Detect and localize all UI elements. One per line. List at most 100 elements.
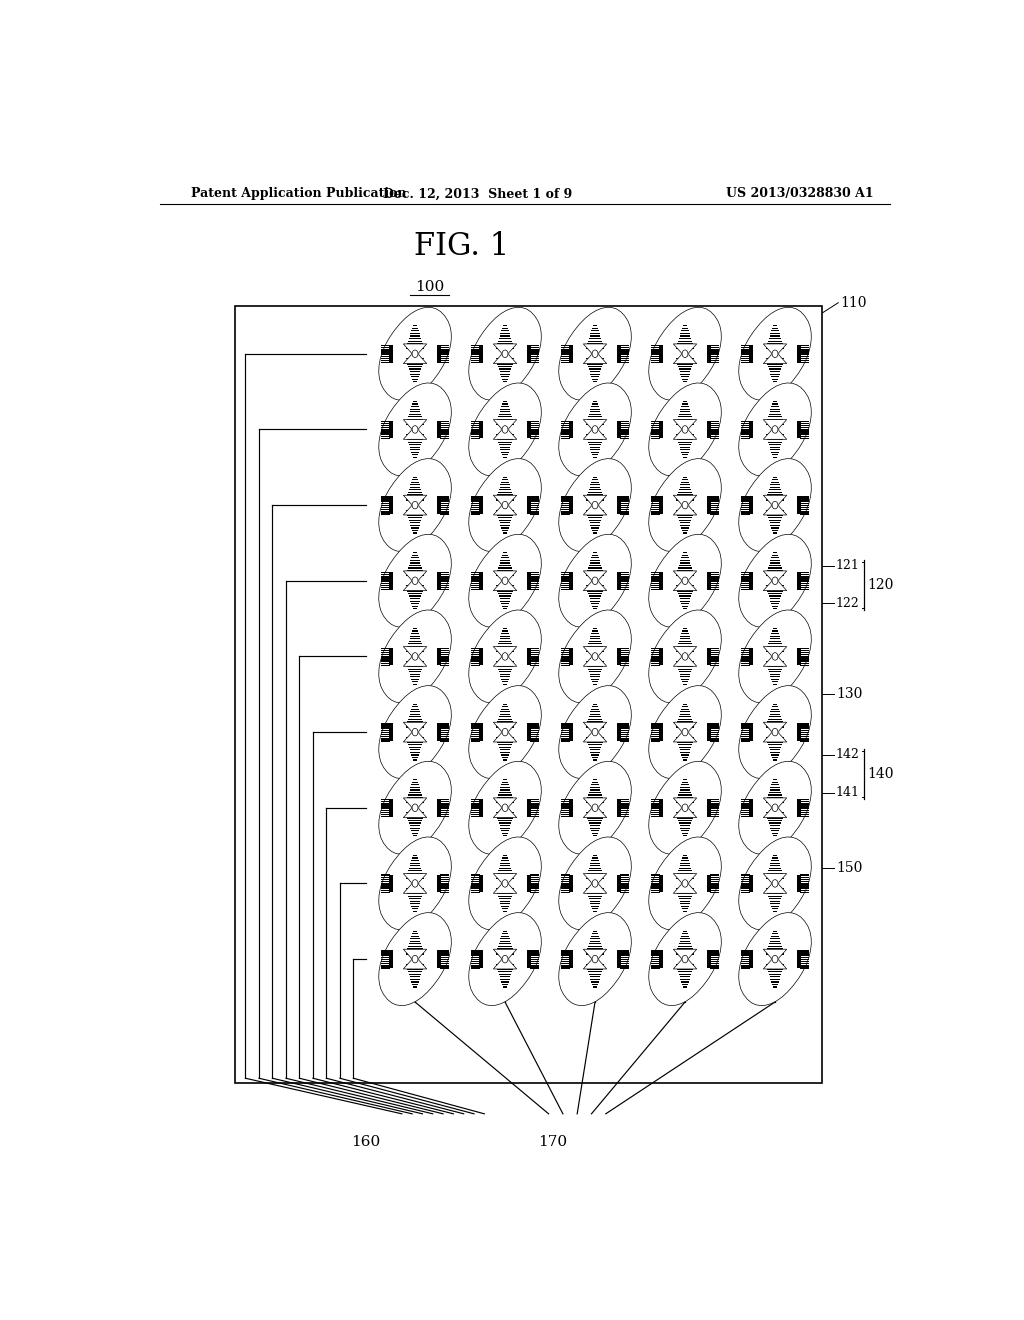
Bar xyxy=(530,883,540,884)
Bar xyxy=(800,425,809,426)
Bar xyxy=(707,648,711,665)
Bar xyxy=(561,500,570,502)
Bar xyxy=(440,362,450,363)
Bar xyxy=(381,438,390,440)
Bar xyxy=(621,649,630,651)
Bar xyxy=(561,874,570,876)
Polygon shape xyxy=(494,572,517,590)
Bar xyxy=(740,350,750,351)
Bar xyxy=(797,950,801,968)
Bar xyxy=(711,952,720,954)
Bar xyxy=(471,880,480,882)
Bar xyxy=(471,723,480,725)
Bar xyxy=(526,799,531,817)
Bar xyxy=(381,805,390,807)
Bar xyxy=(471,741,480,742)
Bar xyxy=(561,653,570,655)
Bar xyxy=(381,886,390,887)
Bar xyxy=(479,496,483,513)
Bar xyxy=(711,738,720,739)
Text: 142: 142 xyxy=(836,748,860,762)
Bar xyxy=(471,589,480,590)
Bar xyxy=(561,504,570,506)
Circle shape xyxy=(592,577,598,585)
Bar xyxy=(530,738,540,739)
Polygon shape xyxy=(559,762,632,854)
Bar xyxy=(740,954,750,956)
Circle shape xyxy=(772,804,778,812)
Bar xyxy=(650,968,659,969)
Bar xyxy=(621,879,630,880)
Bar xyxy=(711,968,720,969)
Bar xyxy=(650,880,659,882)
Bar xyxy=(530,958,540,960)
Bar xyxy=(440,801,450,803)
Bar xyxy=(650,433,659,434)
Bar xyxy=(711,510,720,511)
Bar xyxy=(800,737,809,738)
Bar xyxy=(621,965,630,966)
Bar xyxy=(800,968,809,969)
Bar xyxy=(800,952,809,954)
Bar xyxy=(740,652,750,653)
Bar xyxy=(650,438,659,440)
Bar xyxy=(650,574,659,576)
Bar xyxy=(440,737,450,738)
Bar xyxy=(381,880,390,882)
Bar xyxy=(707,345,711,363)
Bar xyxy=(800,734,809,735)
Bar xyxy=(381,879,390,880)
Bar xyxy=(440,507,450,508)
Bar xyxy=(440,581,450,582)
Bar xyxy=(561,957,570,958)
Circle shape xyxy=(772,425,778,433)
Bar xyxy=(650,576,659,578)
Circle shape xyxy=(502,729,508,735)
Bar xyxy=(740,883,750,884)
Bar xyxy=(561,725,570,727)
Bar xyxy=(530,576,540,578)
Bar xyxy=(389,723,393,741)
Bar xyxy=(381,653,390,655)
Circle shape xyxy=(412,425,418,433)
Bar xyxy=(440,433,450,434)
Bar xyxy=(561,958,570,960)
Bar xyxy=(797,496,801,513)
Bar xyxy=(800,432,809,433)
Bar xyxy=(711,964,720,965)
Bar xyxy=(440,879,450,880)
Circle shape xyxy=(592,956,598,962)
Circle shape xyxy=(592,350,598,358)
Bar xyxy=(561,362,570,363)
Bar xyxy=(381,581,390,582)
Bar xyxy=(471,496,480,498)
Bar xyxy=(621,355,630,356)
Bar xyxy=(650,345,659,346)
Bar xyxy=(621,432,630,433)
Bar xyxy=(740,433,750,434)
Bar xyxy=(711,961,720,962)
Bar xyxy=(621,496,630,498)
Polygon shape xyxy=(649,308,721,400)
Bar xyxy=(530,663,540,664)
Bar xyxy=(440,652,450,653)
Bar xyxy=(440,426,450,429)
Bar xyxy=(711,879,720,880)
Bar xyxy=(650,496,659,498)
Bar xyxy=(800,731,809,733)
Bar xyxy=(616,496,621,513)
Circle shape xyxy=(682,956,688,962)
Bar xyxy=(650,432,659,433)
Bar xyxy=(711,422,720,424)
Circle shape xyxy=(772,729,778,735)
Bar xyxy=(381,660,390,661)
Bar xyxy=(800,496,809,498)
Bar xyxy=(389,572,393,590)
Bar xyxy=(800,874,809,876)
Bar xyxy=(530,812,540,813)
Bar xyxy=(526,950,531,968)
Text: 150: 150 xyxy=(836,861,862,875)
Polygon shape xyxy=(469,685,542,779)
Bar xyxy=(530,425,540,426)
Bar xyxy=(561,507,570,508)
